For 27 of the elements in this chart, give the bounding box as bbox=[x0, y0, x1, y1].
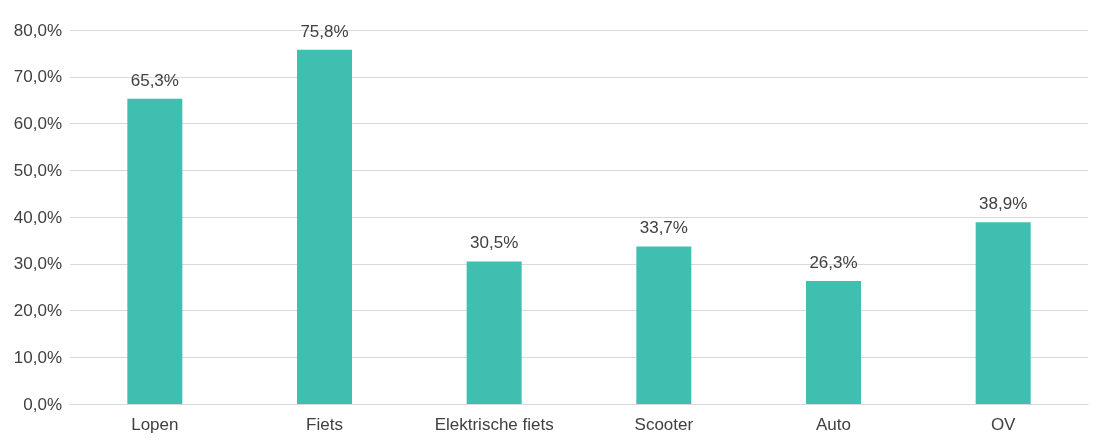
data-label: 65,3% bbox=[130, 70, 179, 90]
y-tick-label: 70,0% bbox=[13, 67, 62, 87]
bar bbox=[975, 222, 1031, 404]
y-tick-label: 50,0% bbox=[13, 160, 62, 180]
x-tick-label: Fiets bbox=[306, 415, 343, 434]
bar bbox=[297, 49, 352, 404]
y-tick-label: 0,0% bbox=[23, 394, 62, 414]
bar bbox=[636, 246, 692, 404]
x-tick-label: Auto bbox=[816, 415, 851, 434]
x-tick-label: OV bbox=[990, 415, 1017, 434]
y-tick-label: 80,0% bbox=[13, 20, 62, 40]
x-tick-label: Elektrische fiets bbox=[434, 415, 554, 434]
bar bbox=[466, 261, 522, 404]
data-label: 38,9% bbox=[979, 194, 1028, 214]
y-tick-label: 60,0% bbox=[13, 114, 62, 133]
y-tick-label: 10,0% bbox=[13, 347, 62, 367]
y-tick-label: 40,0% bbox=[13, 207, 62, 227]
y-tick-label: 20,0% bbox=[13, 301, 62, 320]
data-label: 33,7% bbox=[639, 218, 688, 238]
data-label: 26,3% bbox=[809, 253, 858, 273]
bar bbox=[127, 98, 183, 404]
y-tick-label: 30,0% bbox=[13, 254, 62, 274]
data-label: 75,8% bbox=[300, 21, 349, 41]
data-label: 30,5% bbox=[470, 233, 519, 253]
bar bbox=[806, 281, 861, 404]
x-tick-label: Lopen bbox=[131, 415, 179, 434]
x-tick-label: Scooter bbox=[634, 415, 694, 434]
